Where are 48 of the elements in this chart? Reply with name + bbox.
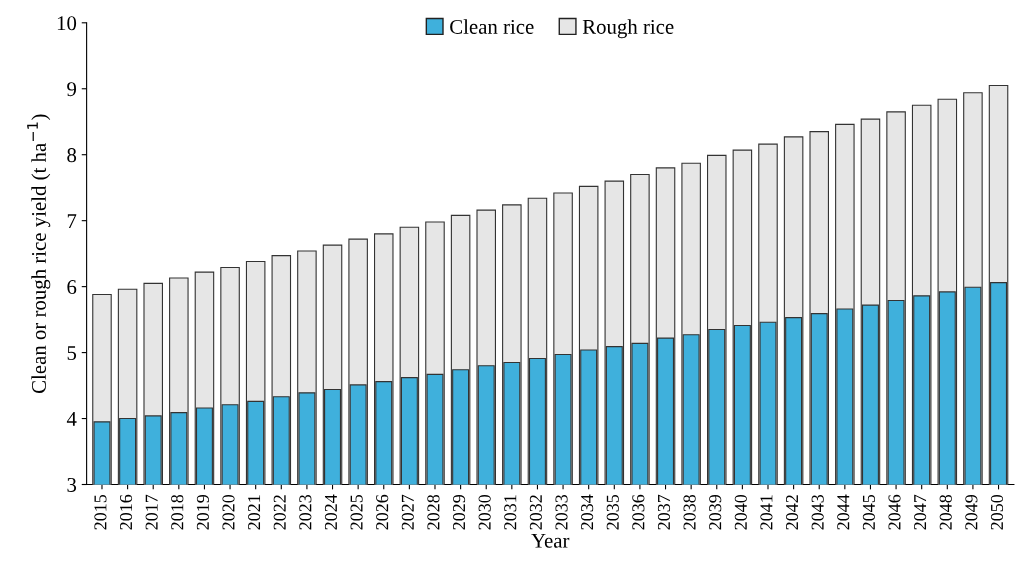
legend-label: Rough rice	[582, 19, 674, 39]
y-tick-label: 8	[67, 148, 77, 163]
x-tick-label: 2033	[555, 494, 568, 530]
x-tick-label: 2048	[939, 494, 952, 530]
x-tick-label: 2022	[273, 495, 286, 530]
x-tick-label: 2018	[171, 494, 184, 530]
x-tick-label: 2019	[196, 494, 209, 530]
x-tick-label: 2027	[401, 494, 414, 530]
x-tick-label: 2029	[452, 494, 466, 530]
x-tick-label: 2028	[427, 494, 440, 530]
legend-label: Clean rice	[450, 19, 534, 34]
x-tick-label: 2049	[965, 494, 978, 530]
x-tick-label: 2043	[811, 494, 824, 530]
x-tick-label: 2034	[581, 494, 594, 530]
x-tick-label: 2023	[299, 494, 312, 530]
y-tick-label: 3	[67, 477, 77, 492]
x-tick-label: 2045	[862, 494, 875, 530]
x-tick-label: 2038	[683, 494, 696, 530]
y-tick-label: 10	[57, 16, 77, 31]
y-tick-label: 9	[67, 82, 77, 97]
x-tick-label: 2017	[145, 494, 158, 530]
x-tick-label: 2037	[657, 494, 671, 530]
y-tick-label: 7	[67, 214, 77, 228]
x-tick-label: 2020	[222, 494, 235, 530]
x-tick-label: 2025	[350, 494, 363, 530]
x-tick-label: 2040	[734, 494, 747, 530]
x-tick-label: 2016	[119, 494, 133, 530]
x-tick-label: 2047	[914, 494, 927, 530]
x-tick-label: 2044	[837, 494, 850, 530]
x-tick-label: 2015	[94, 494, 107, 530]
x-tick-label: 2031	[504, 495, 517, 530]
x-tick-label: 2039	[709, 494, 722, 530]
x-tick-label: 2046	[888, 494, 901, 530]
y-tick-label: 6	[67, 280, 77, 295]
x-tick-label: 2042	[785, 495, 799, 530]
x-tick-label: 2032	[529, 495, 542, 530]
x-tick-label: 2041	[760, 495, 773, 530]
y-axis-title: Clean or rough rice yield (t ha$^{−1}$)	[27, 114, 51, 393]
y-tick-label: 5	[67, 346, 77, 361]
x-tick-label: 2036	[632, 494, 645, 530]
y-tick-label: 4	[66, 412, 77, 426]
x-tick-label: 2024	[324, 494, 338, 530]
x-tick-label: 2026	[376, 494, 389, 530]
x-tick-label: 2035	[606, 494, 619, 530]
x-tick-label: 2021	[248, 495, 261, 530]
x-tick-label: 2030	[478, 494, 491, 530]
x-tick-label: 2050	[990, 494, 1004, 530]
x-axis-title: Year	[531, 533, 570, 548]
